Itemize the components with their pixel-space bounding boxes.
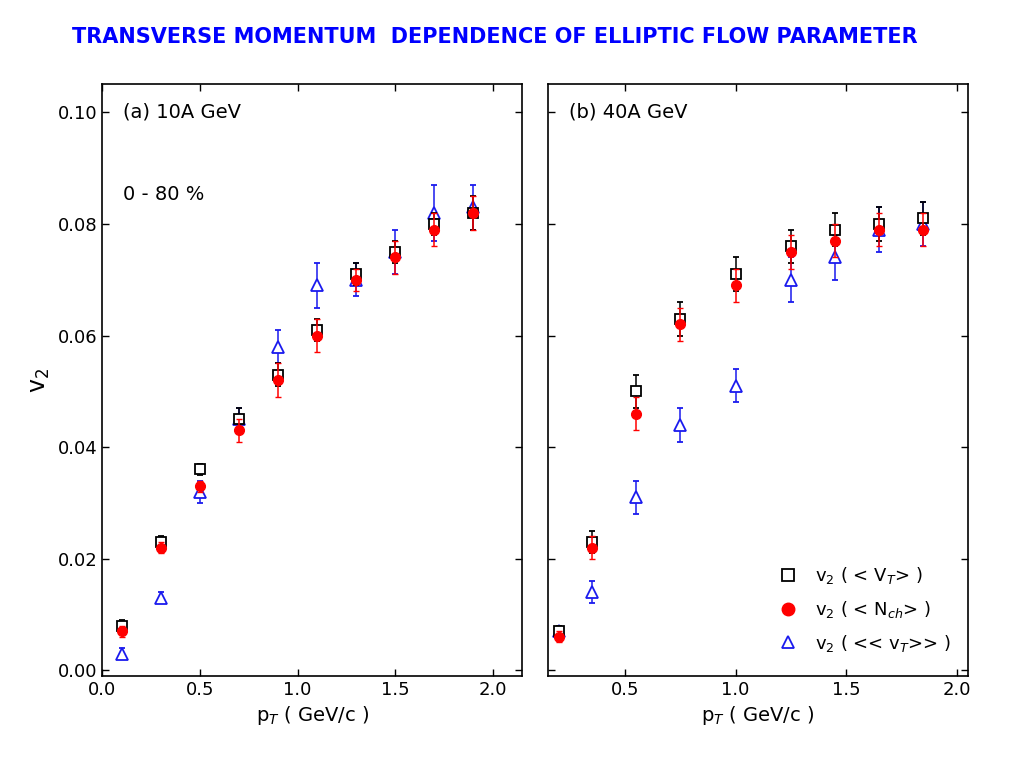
Legend: v$_2$ ( < V$_T$> ), v$_2$ ( < N$_{ch}$> ), v$_2$ ( << v$_T$>> ): v$_2$ ( < V$_T$> ), v$_2$ ( < N$_{ch}$> …	[763, 558, 958, 661]
Text: (a) 10A GeV: (a) 10A GeV	[124, 102, 242, 121]
Y-axis label: v$_2$: v$_2$	[29, 368, 52, 392]
X-axis label: p$_T$ ( GeV/c ): p$_T$ ( GeV/c )	[701, 704, 814, 727]
Text: (b) 40A GeV: (b) 40A GeV	[569, 102, 687, 121]
Text: TRANSVERSE MOMENTUM  DEPENDENCE OF ELLIPTIC FLOW PARAMETER: TRANSVERSE MOMENTUM DEPENDENCE OF ELLIPT…	[72, 27, 918, 47]
Text: 0 - 80 %: 0 - 80 %	[124, 185, 205, 204]
X-axis label: p$_T$ ( GeV/c ): p$_T$ ( GeV/c )	[256, 704, 369, 727]
